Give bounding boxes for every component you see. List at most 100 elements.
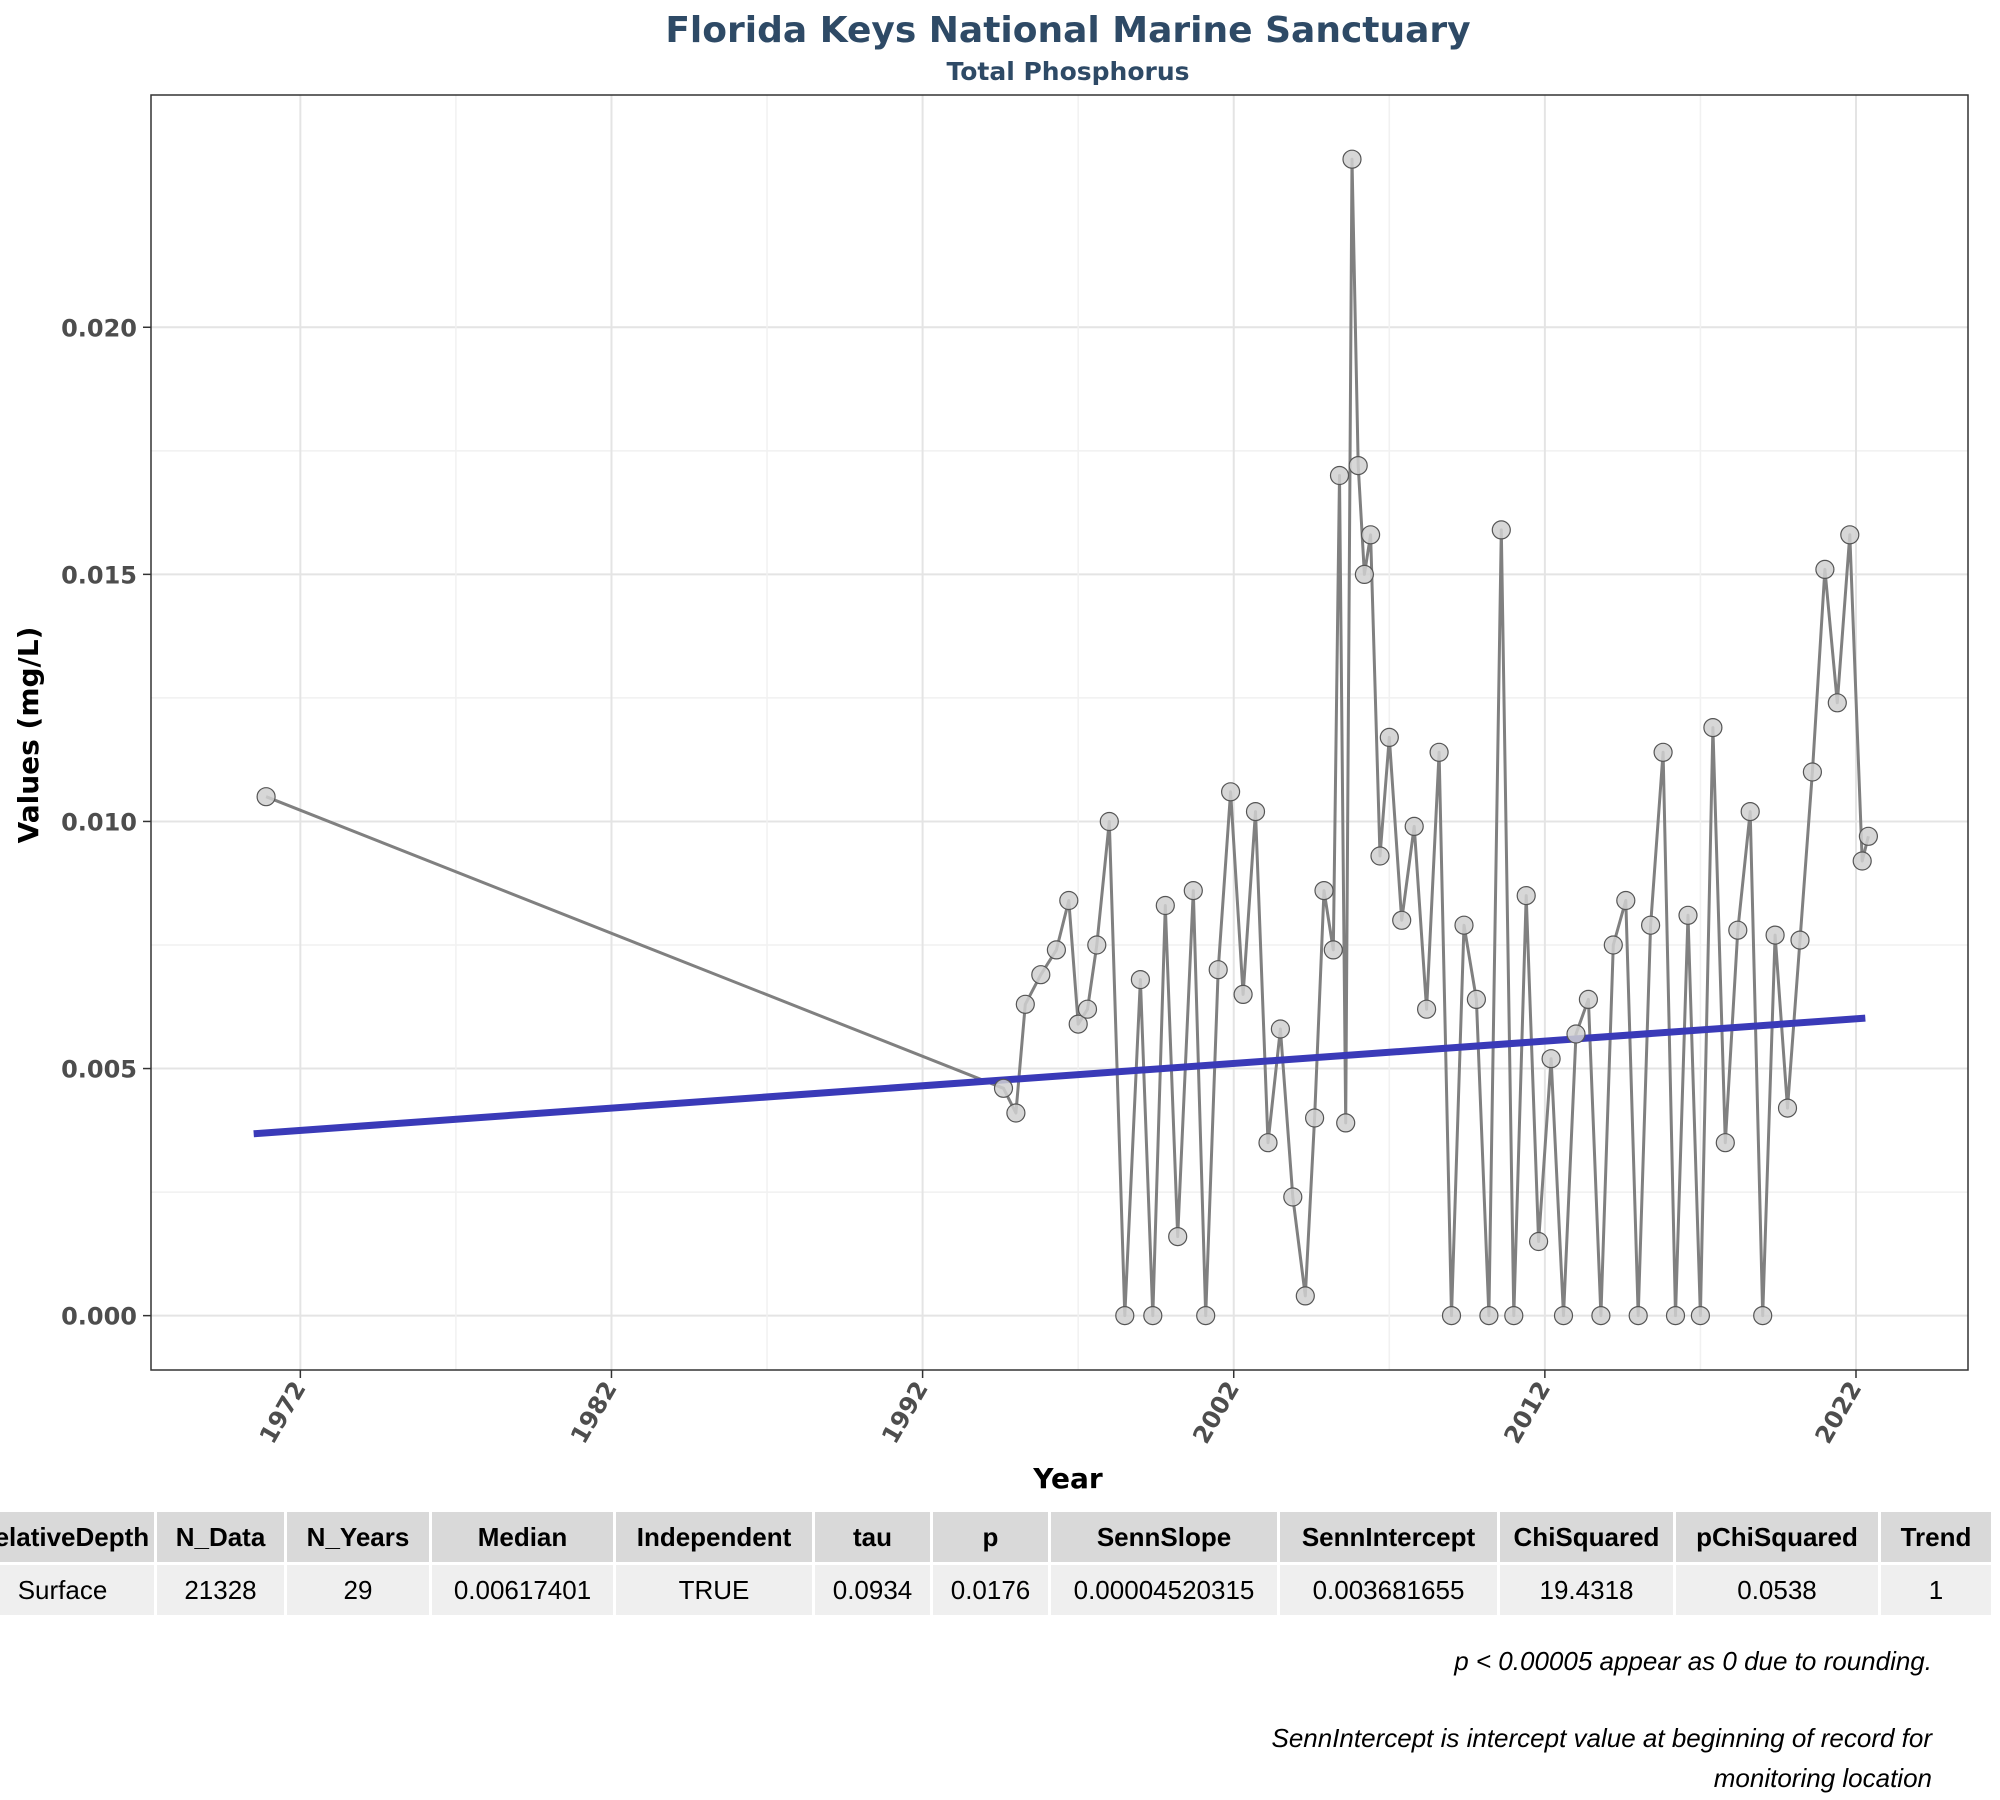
gridlines <box>151 95 1968 1370</box>
footnote-intercept: SennIntercept is intercept value at begi… <box>1271 1723 1932 1793</box>
data-point <box>1099 811 1119 832</box>
data-point <box>1329 465 1350 486</box>
data-point <box>1143 1305 1163 1326</box>
header-p: p <box>933 1512 1048 1562</box>
data-point <box>1360 525 1381 545</box>
data-point <box>1740 801 1760 822</box>
chart-title: Florida Keys National Marine Sanctuary <box>665 10 1470 51</box>
x-tick-label: 2012 <box>1498 1377 1556 1449</box>
header-p-chi-squared: pChiSquared <box>1676 1512 1878 1562</box>
data-point <box>1354 564 1375 585</box>
data-point <box>1566 1024 1586 1044</box>
data-point <box>1077 999 1098 1019</box>
data-point <box>1295 1286 1315 1306</box>
cell-median: 0.00617401 <box>432 1565 613 1615</box>
data-point <box>1068 1014 1088 1034</box>
cell-relative-depth: Surface <box>0 1565 154 1615</box>
data-point <box>1690 1305 1711 1326</box>
data-point <box>1665 1305 1686 1326</box>
header-relative-depth: RelativeDepth <box>0 1512 154 1562</box>
cell-p: 0.0176 <box>933 1565 1048 1615</box>
data-point <box>1258 1133 1278 1153</box>
data-point <box>1168 1226 1188 1247</box>
data-point <box>1429 742 1449 762</box>
y-tick-label: 0.020 <box>61 314 137 342</box>
observed-series-line <box>265 157 1870 1318</box>
data-point <box>1155 895 1175 916</box>
data-point <box>1578 989 1599 1010</box>
data-point <box>1753 1305 1773 1326</box>
data-point <box>1504 1305 1524 1326</box>
data-point <box>1336 1113 1356 1133</box>
data-point <box>1283 1187 1303 1207</box>
cell-senn-intercept: 0.003681655 <box>1280 1565 1497 1615</box>
data-point <box>1678 905 1698 925</box>
header-n-years: N_Years <box>287 1512 429 1562</box>
stats-table: RelativeDepthN_DataN_YearsMedianIndepend… <box>0 1512 2000 1616</box>
data-point <box>1541 1049 1561 1069</box>
header-senn-intercept: SennIntercept <box>1280 1512 1497 1562</box>
data-point <box>1516 885 1536 906</box>
data-point <box>1404 816 1424 837</box>
x-tick-label: 2002 <box>1187 1377 1245 1449</box>
x-tick-label: 1972 <box>254 1377 312 1449</box>
data-point <box>1183 880 1203 901</box>
data-point <box>1441 1305 1462 1326</box>
data-point <box>1196 1305 1216 1326</box>
header-tau: tau <box>815 1512 930 1562</box>
data-point <box>1348 456 1368 476</box>
header-senn-slope: SennSlope <box>1051 1512 1277 1562</box>
data-point <box>1342 149 1362 169</box>
data-point <box>1379 727 1399 748</box>
y-tick-label: 0.015 <box>61 561 137 589</box>
data-point <box>1591 1305 1611 1326</box>
header-trend: Trend <box>1881 1512 1991 1562</box>
data-point <box>1616 890 1636 911</box>
data-point <box>1553 1305 1574 1326</box>
x-tick-label: 1992 <box>876 1377 934 1449</box>
data-point <box>1370 846 1390 866</box>
data-point <box>1703 717 1723 738</box>
data-point <box>1603 935 1623 955</box>
data-point <box>1715 1133 1735 1153</box>
data-point <box>1640 915 1661 935</box>
data-point <box>1046 940 1067 960</box>
data-point <box>1491 520 1511 540</box>
header-chi-squared: ChiSquared <box>1500 1512 1673 1562</box>
cell-trend: 1 <box>1881 1565 1991 1615</box>
stats-data-row: Surface 21328 29 0.00617401 TRUE 0.0934 0.0176… <box>0 1565 1994 1615</box>
data-point <box>1304 1108 1325 1128</box>
data-point <box>1852 851 1872 871</box>
y-axis-title: Values (mg/L) <box>12 627 45 844</box>
data-point <box>1858 826 1879 846</box>
data-point <box>1087 935 1107 955</box>
data-point <box>1416 999 1437 1019</box>
y-tick-label: 0.010 <box>61 808 137 836</box>
cell-p-chi-squared: 0.0538 <box>1676 1565 1878 1615</box>
data-point <box>1479 1305 1499 1326</box>
data-point <box>1233 984 1253 1005</box>
data-point <box>1827 693 1847 713</box>
cell-n-data: 21328 <box>157 1565 284 1615</box>
x-axis-ticks: 1972 1982 1992 2002 2012 2022 <box>254 1370 1867 1448</box>
plot-border <box>150 94 1969 1371</box>
data-point <box>1840 525 1860 545</box>
data-point <box>1777 1098 1798 1118</box>
header-median: Median <box>432 1512 613 1562</box>
data-point <box>1728 920 1748 940</box>
x-tick-label: 1982 <box>565 1377 623 1449</box>
data-point <box>1765 925 1785 945</box>
data-point <box>1115 1305 1135 1326</box>
series-layer <box>253 149 1879 1326</box>
data-point <box>1392 910 1412 930</box>
header-independent: Independent <box>616 1512 812 1562</box>
data-point <box>1059 890 1079 911</box>
data-point <box>1790 930 1810 950</box>
data-point <box>1653 742 1673 762</box>
y-tick-label: 0.000 <box>61 1303 137 1331</box>
senn-trend-line <box>253 1014 1866 1138</box>
data-point <box>1466 989 1487 1010</box>
chart: Florida Keys National Marine Sanctuary T… <box>12 10 1969 1495</box>
data-point <box>1245 801 1266 822</box>
stats-header-row: RelativeDepthN_DataN_YearsMedianIndepend… <box>0 1512 1994 1562</box>
